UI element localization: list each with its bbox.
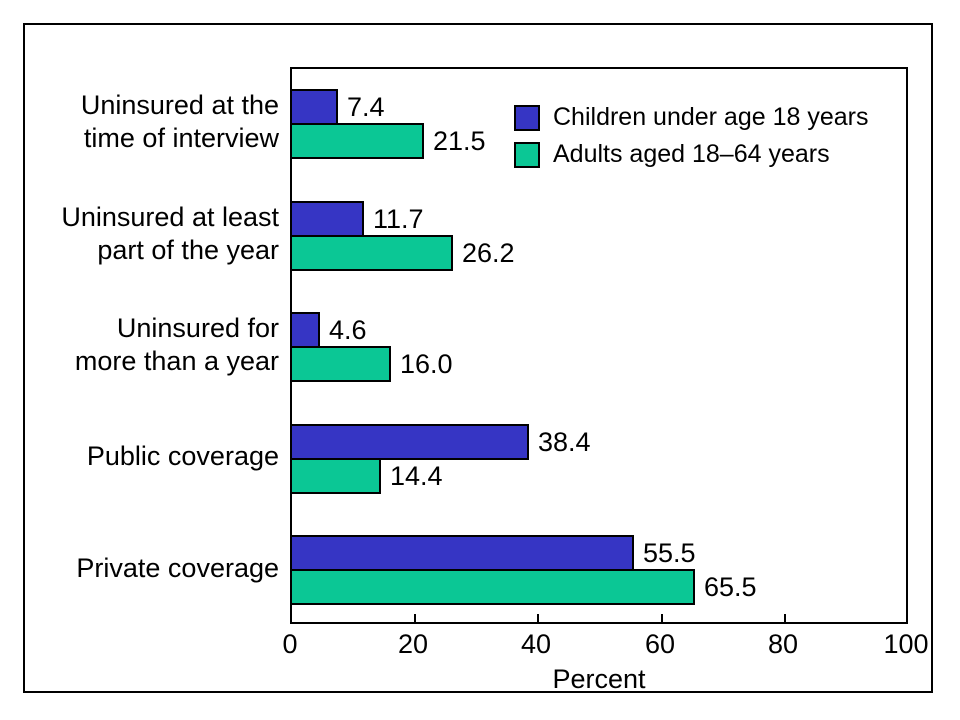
category-label-line: time of interview	[83, 123, 279, 153]
bar-children	[292, 200, 364, 237]
x-tick	[537, 614, 539, 622]
bar-value-label: 11.7	[373, 203, 424, 234]
bar-adults	[292, 457, 381, 494]
bar-children	[292, 89, 338, 125]
x-tick-label: 0	[282, 629, 298, 659]
bar-children	[292, 312, 320, 348]
legend-item: Children under age 18 years	[514, 104, 868, 131]
category-label: Uninsured for more than a year	[19, 312, 279, 378]
bar-value-label: 14.4	[390, 460, 443, 491]
bar-adults	[292, 234, 453, 271]
x-tick-label: 60	[644, 629, 676, 659]
legend-swatch-adults	[514, 141, 540, 168]
category-label-line: part of the year	[97, 234, 279, 265]
legend: Children under age 18 years Adults aged …	[514, 104, 868, 178]
category-label-line: more than a year	[74, 346, 279, 376]
bar-adults	[292, 123, 424, 159]
bar-children	[292, 535, 634, 571]
bar-value-label: 4.6	[329, 315, 367, 345]
category-label-line: Uninsured for	[116, 313, 279, 343]
x-tick-label: 20	[397, 629, 429, 659]
bar-value-label: 16.0	[400, 349, 453, 379]
x-tick	[784, 614, 786, 622]
category-label-line: Uninsured at the	[80, 90, 279, 120]
plot-area: 7.4 21.5 11.7 26.2 4.6 16.0 38.4 14.4 55.5 65.5	[290, 67, 908, 624]
bar-adults	[292, 569, 695, 605]
bar-value-label: 65.5	[704, 572, 757, 602]
x-tick	[414, 614, 416, 622]
bar-value-label: 38.4	[538, 426, 591, 457]
legend-item: Adults aged 18–64 years	[514, 141, 868, 168]
category-label-line: Public coverage	[86, 441, 279, 471]
chart-frame: 7.4 21.5 11.7 26.2 4.6 16.0 38.4 14.4 55.5 65.5 U…	[23, 23, 933, 694]
category-label-line: Private coverage	[76, 552, 279, 583]
bar-value-label: 55.5	[643, 538, 696, 568]
x-tick-label: 100	[883, 629, 929, 659]
x-tick-label: 80	[767, 629, 799, 659]
bar-value-label: 21.5	[433, 126, 486, 156]
category-label: Uninsured at the time of interview	[19, 89, 279, 155]
category-label: Uninsured at least part of the year	[19, 201, 279, 267]
legend-label: Children under age 18 years	[553, 103, 869, 131]
legend-label: Adults aged 18–64 years	[553, 140, 830, 168]
bar-value-label: 26.2	[462, 237, 515, 268]
bar-children	[292, 423, 529, 460]
bar-value-label: 7.4	[347, 92, 385, 122]
bar-adults	[292, 346, 391, 382]
category-label: Private coverage	[19, 552, 279, 585]
x-tick-label: 40	[520, 629, 552, 659]
x-axis-label: Percent	[552, 664, 646, 694]
x-tick	[661, 614, 663, 622]
category-label-line: Uninsured at least	[61, 201, 279, 232]
category-label: Public coverage	[19, 440, 279, 473]
legend-swatch-children	[514, 104, 540, 131]
